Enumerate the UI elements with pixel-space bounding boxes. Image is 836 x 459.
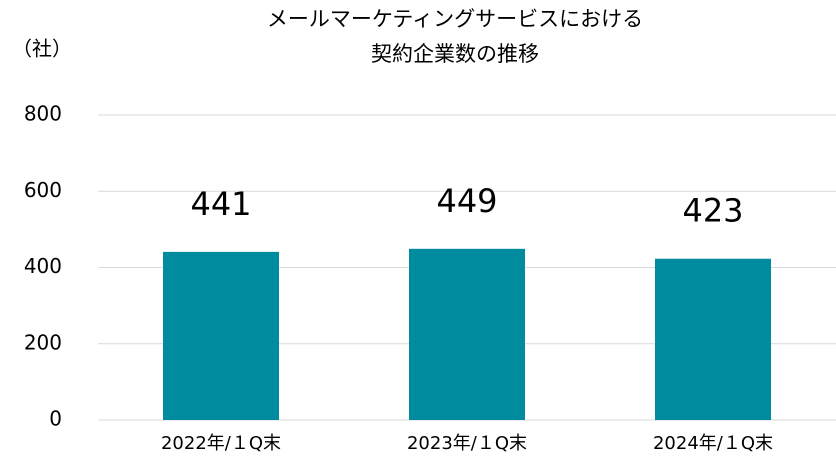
y-tick-label: 0 — [49, 407, 62, 431]
data-label: 449 — [436, 182, 497, 220]
x-tick-label: 2023年/１Q末 — [407, 433, 527, 454]
bar — [163, 251, 279, 420]
x-tick-label: 2024年/１Q末 — [653, 433, 773, 454]
bar — [409, 248, 525, 420]
y-tick-label: 200 — [24, 330, 62, 354]
y-tick-label: 400 — [24, 254, 62, 278]
bar — [655, 258, 771, 420]
chart-title: メールマーケティングサービスにおける — [267, 7, 643, 31]
y-tick-label: 800 — [24, 102, 62, 126]
data-label: 441 — [190, 185, 251, 223]
y-tick-label: 600 — [24, 178, 62, 202]
x-tick-label: 2022年/１Q末 — [161, 433, 281, 454]
data-label: 423 — [682, 192, 743, 230]
chart-title: 契約企業数の推移 — [371, 42, 539, 66]
y-axis-label: （社） — [12, 37, 72, 61]
